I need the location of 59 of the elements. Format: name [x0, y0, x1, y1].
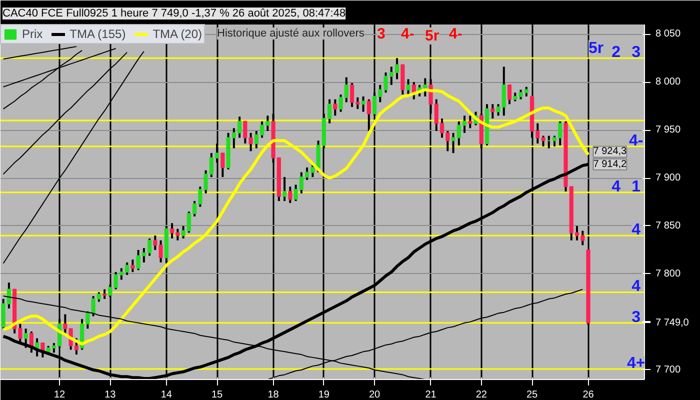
annotation: Historique ajusté aux rollovers	[217, 28, 365, 40]
y-tick-label: 7 850	[656, 220, 681, 232]
candlestick	[63, 313, 68, 334]
x-tick-label: 15	[211, 390, 224, 400]
annotation: 4	[632, 222, 641, 239]
x-tick-label: 25	[526, 390, 538, 400]
candlestick	[490, 103, 495, 120]
data-label: 7 914,2	[593, 158, 628, 170]
candlestick	[130, 258, 135, 274]
annotation: 3	[632, 44, 641, 62]
legend-label: TMA (20)	[152, 27, 202, 41]
candlestick	[288, 186, 292, 204]
ref-line-label: 7 749,0	[656, 317, 690, 328]
x-tick-label: 18	[268, 390, 280, 400]
annotation: 4-	[401, 26, 414, 42]
x-tick-label: 20	[368, 390, 381, 400]
annotation: 5r	[425, 28, 440, 44]
candlestick	[507, 84, 512, 106]
annotation: 2	[612, 44, 621, 62]
annotation: 4-	[628, 132, 644, 150]
chart-title: CAC40 FCE Full0925 1 heure 7 749,0 -1,37 % 26 août 2025, 08:47:48	[2, 8, 346, 20]
candlestick	[333, 98, 338, 117]
candlestick	[102, 288, 107, 300]
data-label: 7 924,3	[593, 146, 628, 158]
candlestick	[394, 57, 400, 80]
candlestick	[158, 239, 163, 264]
candlestick	[446, 130, 450, 152]
x-tick-label: 19	[318, 390, 330, 400]
x-tick-label: 26	[582, 390, 594, 400]
x-tick-label: 12	[54, 390, 66, 400]
annotation: 5r	[588, 40, 604, 58]
annotation: 3	[632, 308, 641, 326]
y-tick-label: 7 800	[656, 268, 681, 280]
x-tick-label: 22	[476, 390, 488, 400]
candlestick	[468, 114, 472, 130]
y-tick-label: 7 700	[656, 364, 681, 376]
annotation: 4+	[626, 354, 646, 372]
x-tick-label: 14	[160, 390, 172, 400]
annotation: 4	[632, 278, 641, 296]
annotation: 4	[612, 178, 621, 196]
y-tick-label: 8 000	[656, 76, 681, 88]
candlestick	[220, 152, 225, 178]
annotation: 3	[377, 26, 386, 42]
y-tick-label: 7 950	[656, 124, 681, 136]
candlestick	[361, 95, 366, 113]
legend-label: Prix	[22, 27, 43, 41]
annotation: 1	[632, 178, 641, 196]
candlestick	[282, 176, 287, 202]
candlestick	[24, 328, 28, 349]
candlestick	[35, 337, 40, 358]
x-tick-label: 13	[104, 390, 116, 400]
candlestick	[366, 98, 371, 132]
candlestick	[153, 234, 158, 251]
legend-label: TMA (155)	[70, 27, 126, 41]
y-tick-label: 8 050	[656, 28, 681, 40]
candlestick	[108, 284, 112, 298]
annotation: 4-	[449, 26, 462, 42]
y-tick-label: 7 900	[656, 172, 681, 184]
x-tick-label: 21	[425, 390, 437, 400]
